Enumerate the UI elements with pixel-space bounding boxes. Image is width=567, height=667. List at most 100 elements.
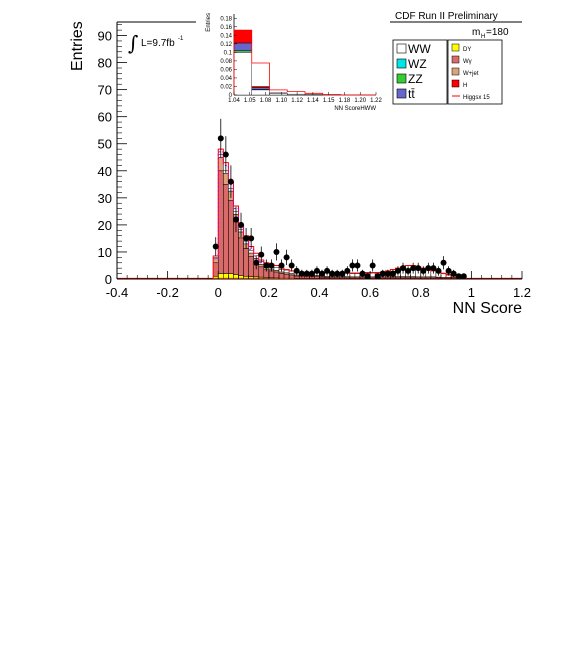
data-point-48 [455, 273, 462, 280]
data-point-32 [374, 273, 381, 280]
data-point-24 [334, 270, 341, 277]
mass-symbol: m [472, 27, 480, 38]
main-bar-w-jet-2 [223, 173, 229, 185]
legend-swatch-dy [451, 43, 460, 52]
inset-bar-ww-2 [269, 93, 288, 96]
mass-label: m H =180 [472, 27, 509, 40]
data-point-46 [445, 267, 452, 274]
main-bar-w--12 [273, 271, 280, 279]
main-y-tick-label-7: 70 [98, 83, 112, 98]
main-bar-w--3 [228, 200, 234, 274]
main-x-tick-label-1: -0.2 [156, 285, 178, 300]
main-y-axis-label: Entries [69, 21, 86, 71]
data-point-39 [410, 265, 417, 272]
data-point-45 [440, 259, 447, 266]
legend-label-wz: WZ [408, 57, 427, 71]
inset-y-tick-label-4: 0.08 [220, 59, 232, 65]
main-bar-w-jet-7 [248, 252, 254, 257]
inset-background [196, 7, 384, 104]
main-bar-w--14 [283, 273, 290, 279]
inset-y-tick-label-7: 0.14 [220, 33, 232, 39]
luminosity-text: L=9.7fb [141, 38, 175, 49]
inset-x-tick-label-8: 1.20 [354, 98, 366, 104]
data-point-34 [384, 270, 391, 277]
inset-y-tick-label-0: 0 [229, 93, 233, 99]
main-bar-w--1 [218, 170, 224, 274]
main-bar-dy-7 [248, 276, 254, 280]
inset-x-axis-label: NN ScoreHWW [334, 106, 376, 112]
main-y-tick-label-6: 60 [98, 110, 112, 125]
main-x-tick-label-8: 1.2 [513, 285, 531, 300]
data-point-25 [339, 270, 346, 277]
main-x-tick-label-6: 0.8 [412, 285, 430, 300]
legend-label-ww: WW [408, 42, 431, 56]
data-point-22 [324, 267, 331, 274]
main-bar-dy-6 [243, 276, 249, 280]
inset-x-tick-label-3: 1.10 [275, 98, 287, 104]
inset-plot: 0 0.02 0.04 0.06 0.08 0.1 0.12 0.14 0.16 0.18 1.0… [196, 7, 384, 112]
data-point-4 [232, 216, 239, 223]
data-point-5 [238, 221, 245, 228]
main-y-tick-label-9: 90 [98, 29, 112, 44]
inset-stacked-histogram [233, 30, 323, 96]
legend-label-tt-: tt̄ [408, 87, 415, 101]
inset-x-tick-label-9: 1.22 [370, 98, 382, 104]
data-point-9 [258, 251, 265, 258]
main-bar-ww-12 [273, 267, 280, 271]
data-point-17 [298, 270, 305, 277]
legend-swatch-zz [396, 73, 407, 84]
legend-swatch-h [451, 79, 460, 88]
inset-x-tick-label-4: 1.12 [291, 98, 303, 104]
main-bar-dy-5 [238, 275, 244, 280]
data-point-7 [248, 235, 255, 242]
legend-label-dy: DY [463, 47, 471, 53]
main-bar-w--11 [268, 270, 275, 278]
data-point-11 [268, 262, 275, 269]
main-x-tick-label-3: 0.2 [260, 285, 278, 300]
data-point-10 [263, 262, 270, 269]
inset-bar-h-1 [251, 86, 270, 88]
data-point-18 [303, 270, 310, 277]
main-y-tick-label-5: 50 [98, 137, 112, 152]
data-point-37 [400, 265, 407, 272]
data-point-2 [222, 151, 229, 158]
inset-y-tick-label-3: 0.06 [220, 67, 232, 73]
integral-symbol: ∫ [128, 31, 138, 55]
data-point-49 [460, 273, 467, 280]
main-y-tick-label-4: 40 [98, 164, 112, 179]
inset-y-tick-label-5: 0.1 [224, 50, 233, 56]
data-point-40 [415, 265, 422, 272]
data-point-31 [369, 262, 376, 269]
data-point-43 [430, 265, 437, 272]
legend-label-higgsx-15: Higgsx 15 [463, 95, 490, 101]
main-bar-w--9 [258, 266, 265, 278]
main-x-ticks: -0.4 -0.2 0 0.2 0.4 0.6 0.8 1 1.2 [106, 271, 531, 300]
legend-swatch-w- [451, 55, 460, 64]
data-point-33 [379, 270, 386, 277]
data-point-38 [405, 267, 412, 274]
main-stacked-histogram [212, 154, 467, 280]
legend-label-w-: Wγ [463, 59, 472, 65]
data-point-20 [313, 267, 320, 274]
inset-bar-ww-1 [251, 89, 270, 96]
main-x-tick-label-7: 1 [468, 285, 475, 300]
main-y-tick-label-0: 0 [105, 272, 112, 287]
main-bar-w--7 [248, 256, 254, 277]
luminosity-exponent: -1 [178, 36, 184, 42]
main-x-tick-label-0: -0.4 [106, 285, 128, 300]
main-bar-w--5 [238, 237, 244, 277]
main-y-tick-label-3: 30 [98, 191, 112, 206]
inset-y-tick-label-6: 0.12 [220, 42, 232, 48]
inset-x-tick-label-6: 1.15 [323, 98, 335, 104]
main-bar-ww-27 [349, 273, 356, 278]
main-bar-w-jet-1 [218, 157, 224, 172]
data-point-8 [253, 259, 260, 266]
main-bar-w-jet-9 [258, 264, 265, 268]
data-point-47 [450, 270, 457, 277]
main-bar-dy-0 [212, 276, 219, 280]
main-bar-w-jet-0 [212, 258, 219, 264]
inset-x-tick-label-5: 1.14 [307, 98, 319, 104]
main-x-tick-label-4: 0.4 [310, 285, 328, 300]
data-point-15 [288, 262, 295, 269]
